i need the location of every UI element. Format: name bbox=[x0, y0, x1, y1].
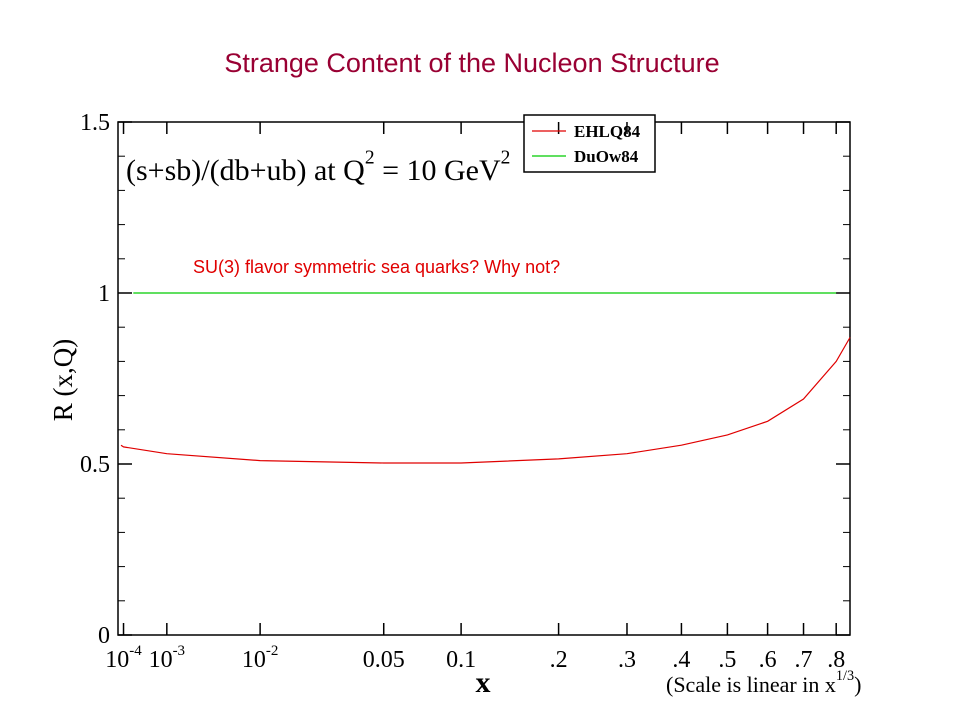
y-axis-label: R (x,Q) bbox=[48, 339, 78, 422]
x-tick-label: .7 bbox=[795, 647, 813, 673]
x-tick-label: .6 bbox=[759, 647, 777, 673]
scale-note: (Scale is linear in x1/3) bbox=[666, 668, 861, 697]
x-tick-label-base: .4 bbox=[672, 647, 690, 673]
annotation: (s+sb)/(db+ub) at Q2 = 10 GeV2 bbox=[126, 148, 510, 188]
text-part: = 10 GeV bbox=[375, 154, 501, 187]
text-part: ) bbox=[854, 672, 861, 697]
chart-title: Strange Content of the Nucleon Structure bbox=[224, 48, 719, 78]
x-tick-label-base: .6 bbox=[759, 647, 777, 673]
text-part: 1/3 bbox=[836, 668, 854, 684]
series-line bbox=[120, 337, 851, 464]
x-tick-label-base: 0.1 bbox=[446, 647, 476, 673]
y-tick-label: 0.5 bbox=[80, 452, 110, 478]
x-tick-label: 10-2 bbox=[242, 643, 279, 673]
x-axis-label: x bbox=[476, 666, 491, 699]
x-tick-label: 10-3 bbox=[149, 643, 186, 673]
x-tick-label: .5 bbox=[718, 647, 736, 673]
y-tick-label: 0 bbox=[98, 623, 110, 649]
x-tick-label-base: .5 bbox=[718, 647, 736, 673]
x-tick-label-base: 10 bbox=[105, 647, 129, 673]
text-part: (s+sb)/(db+ub) at Q bbox=[126, 154, 365, 187]
x-tick-label-base: .3 bbox=[618, 647, 636, 673]
x-tick-label-exponent: -3 bbox=[173, 643, 186, 659]
y-tick-label: 1 bbox=[98, 281, 110, 307]
legend-label: EHLQ84 bbox=[574, 122, 641, 141]
legend-label: DuOw84 bbox=[574, 147, 639, 166]
legend bbox=[523, 114, 656, 173]
x-tick-label: .3 bbox=[618, 647, 636, 673]
x-tick-label-base: 10 bbox=[149, 647, 173, 673]
x-tick-label-base: .7 bbox=[795, 647, 813, 673]
x-tick-label: 0.1 bbox=[446, 647, 476, 673]
x-tick-label-base: 0.05 bbox=[363, 647, 405, 673]
x-tick-label: .4 bbox=[672, 647, 690, 673]
x-tick-label-base: .2 bbox=[550, 647, 568, 673]
text-part: (Scale is linear in x bbox=[666, 672, 836, 697]
text-part: 2 bbox=[365, 148, 375, 169]
x-tick-label: 0.05 bbox=[363, 647, 405, 673]
x-tick-label: .2 bbox=[550, 647, 568, 673]
text-part: 2 bbox=[501, 148, 511, 169]
x-tick-label-base: 10 bbox=[242, 647, 266, 673]
plot-frame bbox=[117, 121, 851, 636]
y-tick-label: 1.5 bbox=[80, 110, 110, 136]
x-tick-label: 10-4 bbox=[105, 643, 142, 673]
x-tick-label-exponent: -2 bbox=[266, 643, 279, 659]
x-tick-label: .8 bbox=[827, 647, 845, 673]
note: SU(3) flavor symmetric sea quarks? Why n… bbox=[193, 257, 560, 277]
x-tick-label-exponent: -4 bbox=[129, 643, 142, 659]
x-tick-label-base: .8 bbox=[827, 647, 845, 673]
